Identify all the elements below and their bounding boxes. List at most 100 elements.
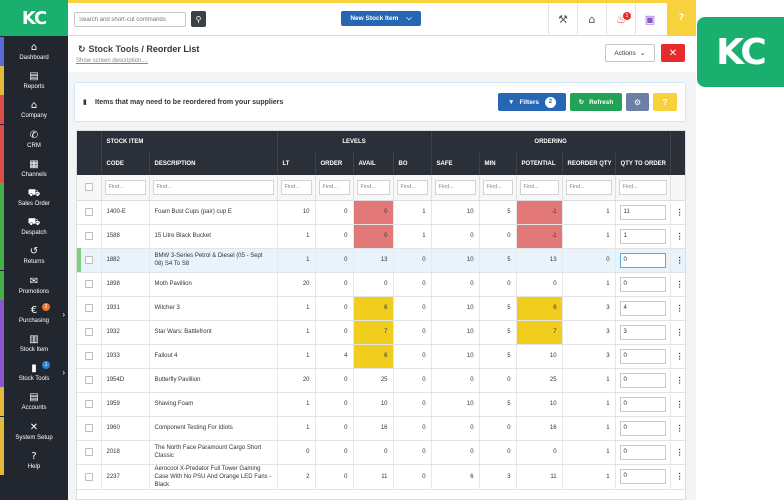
row-menu-icon[interactable]: ⋮ [670, 416, 685, 441]
sidebar-item-purchasing[interactable]: € Purchasing 2 › [0, 299, 68, 329]
table-row[interactable]: 2237 Aerocool X-Predator Full Tower Gamin… [77, 464, 685, 490]
row-menu-icon[interactable]: ⋮ [670, 392, 685, 417]
notifications-button[interactable]: ♨ 1 [606, 3, 635, 36]
table-row[interactable]: 2018 The North Face Paramount Cargo Short… [77, 440, 685, 465]
sidebar-item-returns[interactable]: ↺ Returns [0, 241, 68, 271]
filter-lt-input[interactable]: Find... [280, 179, 312, 195]
col-reorder-qty[interactable]: REORDER QTY [562, 152, 616, 175]
row-checkbox[interactable] [84, 352, 93, 360]
col-safe[interactable]: SAFE [431, 152, 480, 175]
search-button[interactable]: ⚲ [191, 11, 206, 27]
qty-to-order-input[interactable]: 11 [619, 204, 666, 220]
filter-order-input[interactable]: Find... [318, 179, 350, 195]
table-row[interactable]: 1960 Component Testing For Idiots 1 0 16 0 0 0 1… [77, 416, 685, 441]
sidebar-item-stock-item[interactable]: ▥ Stock Item [0, 329, 68, 358]
filter-code-input[interactable]: Find... [104, 179, 146, 195]
table-row[interactable]: 1882 BMW 3-Series Petrol & Diesel (05 - S… [77, 248, 685, 273]
row-menu-icon[interactable]: ⋮ [670, 368, 685, 393]
qty-to-order-input[interactable]: 0 [619, 252, 666, 268]
row-menu-icon[interactable]: ⋮ [670, 296, 685, 321]
table-row[interactable]: 1959 Shaving Foam 1 0 10 0 10 5 10 1 0 ⋮ [77, 392, 685, 417]
sidebar-item-despatch[interactable]: ⛟ Despatch [0, 212, 68, 242]
kc-logo[interactable]: KC [0, 0, 68, 36]
row-checkbox[interactable] [84, 376, 93, 384]
row-menu-icon[interactable]: ⋮ [670, 320, 685, 345]
qty-to-order-input[interactable]: 0 [619, 420, 666, 436]
select-all-checkbox[interactable] [84, 183, 93, 192]
table-row[interactable]: 1932 Star Wars: Battlefront 1 0 7 0 10 5 7 3 3 ⋮ [77, 320, 685, 345]
filters-button[interactable]: ▼ Filters 2 [498, 93, 566, 111]
row-checkbox[interactable] [84, 448, 93, 456]
qty-to-order-input[interactable]: 0 [619, 276, 666, 292]
sidebar-item-channels[interactable]: ▦ Channels [0, 153, 68, 183]
table-row[interactable]: 1898 Moth Pavillion 20 0 0 0 0 0 0 1 0 ⋮ [77, 272, 685, 297]
breadcrumb-parent[interactable]: Stock Tools [88, 44, 139, 54]
col-lt[interactable]: LT [277, 152, 316, 175]
search-input[interactable] [74, 12, 186, 27]
qty-to-order-input[interactable]: 0 [619, 348, 666, 364]
sidebar-item-dashboard[interactable]: ⌂ Dashboard [0, 37, 68, 66]
row-menu-icon[interactable]: ⋮ [670, 344, 685, 369]
refresh-page-icon[interactable]: ↻ [78, 45, 86, 55]
qty-to-order-input[interactable]: 0 [619, 444, 666, 460]
qty-to-order-input[interactable]: 1 [619, 228, 666, 244]
row-menu-icon[interactable]: ⋮ [670, 200, 685, 225]
col-min[interactable]: MIN [479, 152, 517, 175]
col-description[interactable]: DESCRIPTION [149, 152, 278, 175]
refresh-button[interactable]: ↻ Refresh [570, 93, 622, 111]
filter-potential-input[interactable]: Find... [519, 179, 559, 195]
row-menu-icon[interactable]: ⋮ [670, 272, 685, 297]
sidebar-item-accounts[interactable]: ▤ Accounts [0, 387, 68, 417]
row-checkbox[interactable] [84, 472, 93, 481]
row-checkbox[interactable] [84, 328, 93, 336]
filter-description-input[interactable]: Find... [152, 179, 274, 195]
qty-to-order-input[interactable]: 0 [619, 372, 666, 388]
col-bo[interactable]: BO [393, 152, 432, 175]
close-button[interactable]: ✕ [661, 44, 685, 62]
settings-button[interactable]: ⚙ [626, 93, 649, 111]
sidebar-item-promotions[interactable]: ✉ Promotions [0, 270, 68, 300]
sidebar-item-system-setup[interactable]: ✕ System Setup [0, 416, 68, 446]
row-checkbox[interactable] [84, 400, 93, 408]
filter-reorder-qty-input[interactable]: Find... [565, 179, 612, 195]
row-checkbox[interactable] [84, 208, 93, 216]
row-menu-icon[interactable]: ⋮ [670, 464, 685, 490]
table-row[interactable]: 1954D Butterfly Pavillion 20 0 25 0 0 0 25 1 0 ⋮ [77, 368, 685, 393]
actions-dropdown[interactable]: Actions ⌄ [605, 44, 655, 62]
sidebar-item-stock-tools[interactable]: ▮ Stock Tools 1 › [0, 358, 68, 388]
sidebar-item-sales-order[interactable]: ⛟ Sales Order [0, 183, 68, 212]
row-checkbox[interactable] [84, 424, 93, 432]
table-row[interactable]: 1400-E Foam Bust Cups (pair) cup E 10 0 0 1 10… [77, 200, 685, 225]
row-checkbox[interactable] [84, 304, 93, 312]
table-row[interactable]: 1588 15 Litre Black Bucket 1 0 0 1 0 0 -1 1 1 ⋮ [77, 224, 685, 249]
row-checkbox[interactable] [84, 232, 93, 240]
filter-qty-to-order-input[interactable]: Find... [618, 179, 667, 195]
table-row[interactable]: 1931 Witcher 3 1 0 6 0 10 5 6 3 4 ⋮ [77, 296, 685, 321]
col-qty-to-order[interactable]: QTY TO ORDER [615, 152, 671, 175]
sidebar-item-company[interactable]: ⌂ Company [0, 95, 68, 125]
sidebar-item-reports[interactable]: ▤ Reports [0, 66, 68, 96]
table-row[interactable]: 1933 Fallout 4 1 4 6 0 10 5 10 3 0 ⋮ [77, 344, 685, 369]
qty-to-order-input[interactable]: 0 [619, 469, 666, 484]
qty-to-order-input[interactable]: 3 [619, 324, 666, 340]
tools-button[interactable]: ⚒ [548, 3, 577, 36]
col-potential[interactable]: POTENTIAL [516, 152, 563, 175]
new-stock-item-button[interactable]: New Stock Item ⌵ [341, 11, 421, 26]
show-description-link[interactable]: Show screen description.... [76, 58, 149, 64]
sidebar-item-crm[interactable]: ✆ CRM [0, 124, 68, 154]
bank-button[interactable]: ⌂ [577, 3, 606, 36]
row-checkbox[interactable] [84, 256, 93, 264]
help-top-button[interactable]: ? [667, 0, 696, 36]
filter-min-input[interactable]: Find... [482, 179, 513, 195]
filter-safe-input[interactable]: Find... [434, 179, 476, 195]
row-checkbox[interactable] [84, 280, 93, 288]
filter-avail-input[interactable]: Find... [356, 179, 390, 195]
row-menu-icon[interactable]: ⋮ [670, 440, 685, 465]
row-menu-icon[interactable]: ⋮ [670, 224, 685, 249]
col-code[interactable]: CODE [101, 152, 150, 175]
sidebar-item-help[interactable]: ? Help [0, 445, 68, 475]
filter-bo-input[interactable]: Find... [396, 179, 428, 195]
row-menu-icon[interactable]: ⋮ [670, 248, 685, 273]
gift-button[interactable]: ▣ [635, 3, 664, 36]
col-order[interactable]: ORDER [315, 152, 354, 175]
